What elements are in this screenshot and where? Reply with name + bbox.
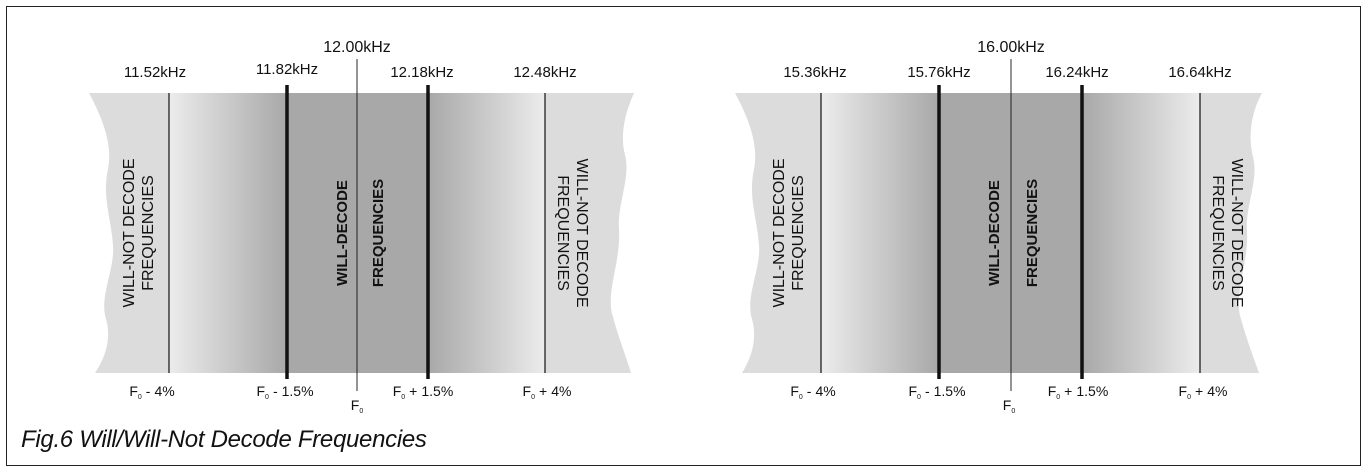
offset-label-4: F0 +4% bbox=[1179, 383, 1228, 401]
will-decode-band bbox=[287, 93, 428, 373]
gradient-left bbox=[169, 93, 287, 373]
will-not-decode-left: WILL-NOT DECODE FREQUENCIES bbox=[121, 158, 157, 307]
figure-frame: 12.00kHz 11.52kHz 11.82kHz 12.18kHz 12.4… bbox=[6, 6, 1361, 466]
svg-text:F0-1.5%: F0-1.5% bbox=[908, 383, 965, 401]
svg-text:F0-1.5%: F0-1.5% bbox=[256, 383, 313, 401]
center-frequency-label: 16.00kHz bbox=[977, 39, 1045, 56]
freq-label-inner-left: 11.82kHz bbox=[256, 61, 318, 78]
offset-label-4: F0 +4% bbox=[523, 383, 572, 401]
svg-text:FREQUENCIES: FREQUENCIES bbox=[790, 175, 807, 291]
will-decode-label-b: FREQUENCIES bbox=[1024, 179, 1041, 287]
freq-label-inner-right: 16.24kHz bbox=[1045, 64, 1108, 81]
svg-text:WILL-NOT DECODE: WILL-NOT DECODE bbox=[121, 158, 138, 307]
gradient-right bbox=[428, 93, 545, 373]
panel-2: 16.00kHz 15.36kHz 15.76kHz 16.24kHz 16.6… bbox=[735, 39, 1262, 415]
will-not-decode-right: WILL-NOT DECODE FREQUENCIES bbox=[554, 158, 590, 307]
f0-label: F0 bbox=[351, 397, 364, 415]
svg-text:FREQUENCIES: FREQUENCIES bbox=[1209, 175, 1226, 291]
svg-text:WILL-NOT DECODE: WILL-NOT DECODE bbox=[1228, 158, 1245, 307]
svg-text:F0+4%: F0 +4% bbox=[523, 383, 572, 401]
f0-label: F0 bbox=[1003, 397, 1016, 415]
will-not-decode-right: WILL-NOT DECODE FREQUENCIES bbox=[1209, 158, 1245, 307]
offset-label-3: F0 +1.5% bbox=[393, 383, 454, 401]
freq-label-outer-left: 11.52kHz bbox=[124, 64, 186, 81]
svg-text:F0-4%: F0-4% bbox=[790, 383, 835, 401]
svg-text:WILL-DECODE: WILL-DECODE bbox=[986, 180, 1003, 286]
svg-text:WILL-NOT DECODE: WILL-NOT DECODE bbox=[771, 158, 788, 307]
freq-label-outer-left: 15.36kHz bbox=[783, 64, 846, 81]
offset-label-1: F0-4% bbox=[790, 383, 835, 401]
figure-caption: Fig.6 Will/Will-Not Decode Frequencies bbox=[21, 426, 427, 453]
will-not-decode-left: WILL-NOT DECODE FREQUENCIES bbox=[771, 158, 807, 307]
panel-1: 12.00kHz 11.52kHz 11.82kHz 12.18kHz 12.4… bbox=[89, 39, 634, 415]
will-decode-label-a: WILL-DECODE bbox=[986, 180, 1003, 286]
svg-text:F0+1.5%: F0 +1.5% bbox=[1048, 383, 1109, 401]
freq-label-inner-left: 15.76kHz bbox=[907, 64, 970, 81]
freq-label-inner-right: 12.18kHz bbox=[390, 64, 453, 81]
svg-text:WILL-NOT DECODE: WILL-NOT DECODE bbox=[573, 158, 590, 307]
svg-text:F0-4%: F0-4% bbox=[129, 383, 174, 401]
diagram-canvas: 12.00kHz 11.52kHz 11.82kHz 12.18kHz 12.4… bbox=[89, 39, 1262, 415]
svg-text:F0+4%: F0 +4% bbox=[1179, 383, 1228, 401]
svg-text:FREQUENCIES: FREQUENCIES bbox=[554, 175, 571, 291]
svg-text:F0: F0 bbox=[1003, 397, 1016, 415]
gradient-left bbox=[821, 93, 939, 373]
svg-text:F0: F0 bbox=[351, 397, 364, 415]
will-decode-label-a: WILL-DECODE bbox=[334, 180, 351, 286]
offset-label-2: F0-1.5% bbox=[256, 383, 313, 401]
will-decode-label-b: FREQUENCIES bbox=[370, 179, 387, 287]
gradient-right bbox=[1082, 93, 1200, 373]
svg-text:FREQUENCIES: FREQUENCIES bbox=[370, 179, 387, 287]
freq-label-outer-right: 12.48kHz bbox=[513, 64, 576, 81]
offset-label-1: F0-4% bbox=[129, 383, 174, 401]
center-frequency-label: 12.00kHz bbox=[323, 39, 391, 56]
offset-label-2: F0-1.5% bbox=[908, 383, 965, 401]
offset-label-3: F0 +1.5% bbox=[1048, 383, 1109, 401]
freq-label-outer-right: 16.64kHz bbox=[1168, 64, 1231, 81]
svg-text:WILL-DECODE: WILL-DECODE bbox=[334, 180, 351, 286]
svg-text:F0+1.5%: F0 +1.5% bbox=[393, 383, 454, 401]
svg-text:FREQUENCIES: FREQUENCIES bbox=[1024, 179, 1041, 287]
will-decode-band bbox=[939, 93, 1082, 373]
svg-text:FREQUENCIES: FREQUENCIES bbox=[140, 175, 157, 291]
